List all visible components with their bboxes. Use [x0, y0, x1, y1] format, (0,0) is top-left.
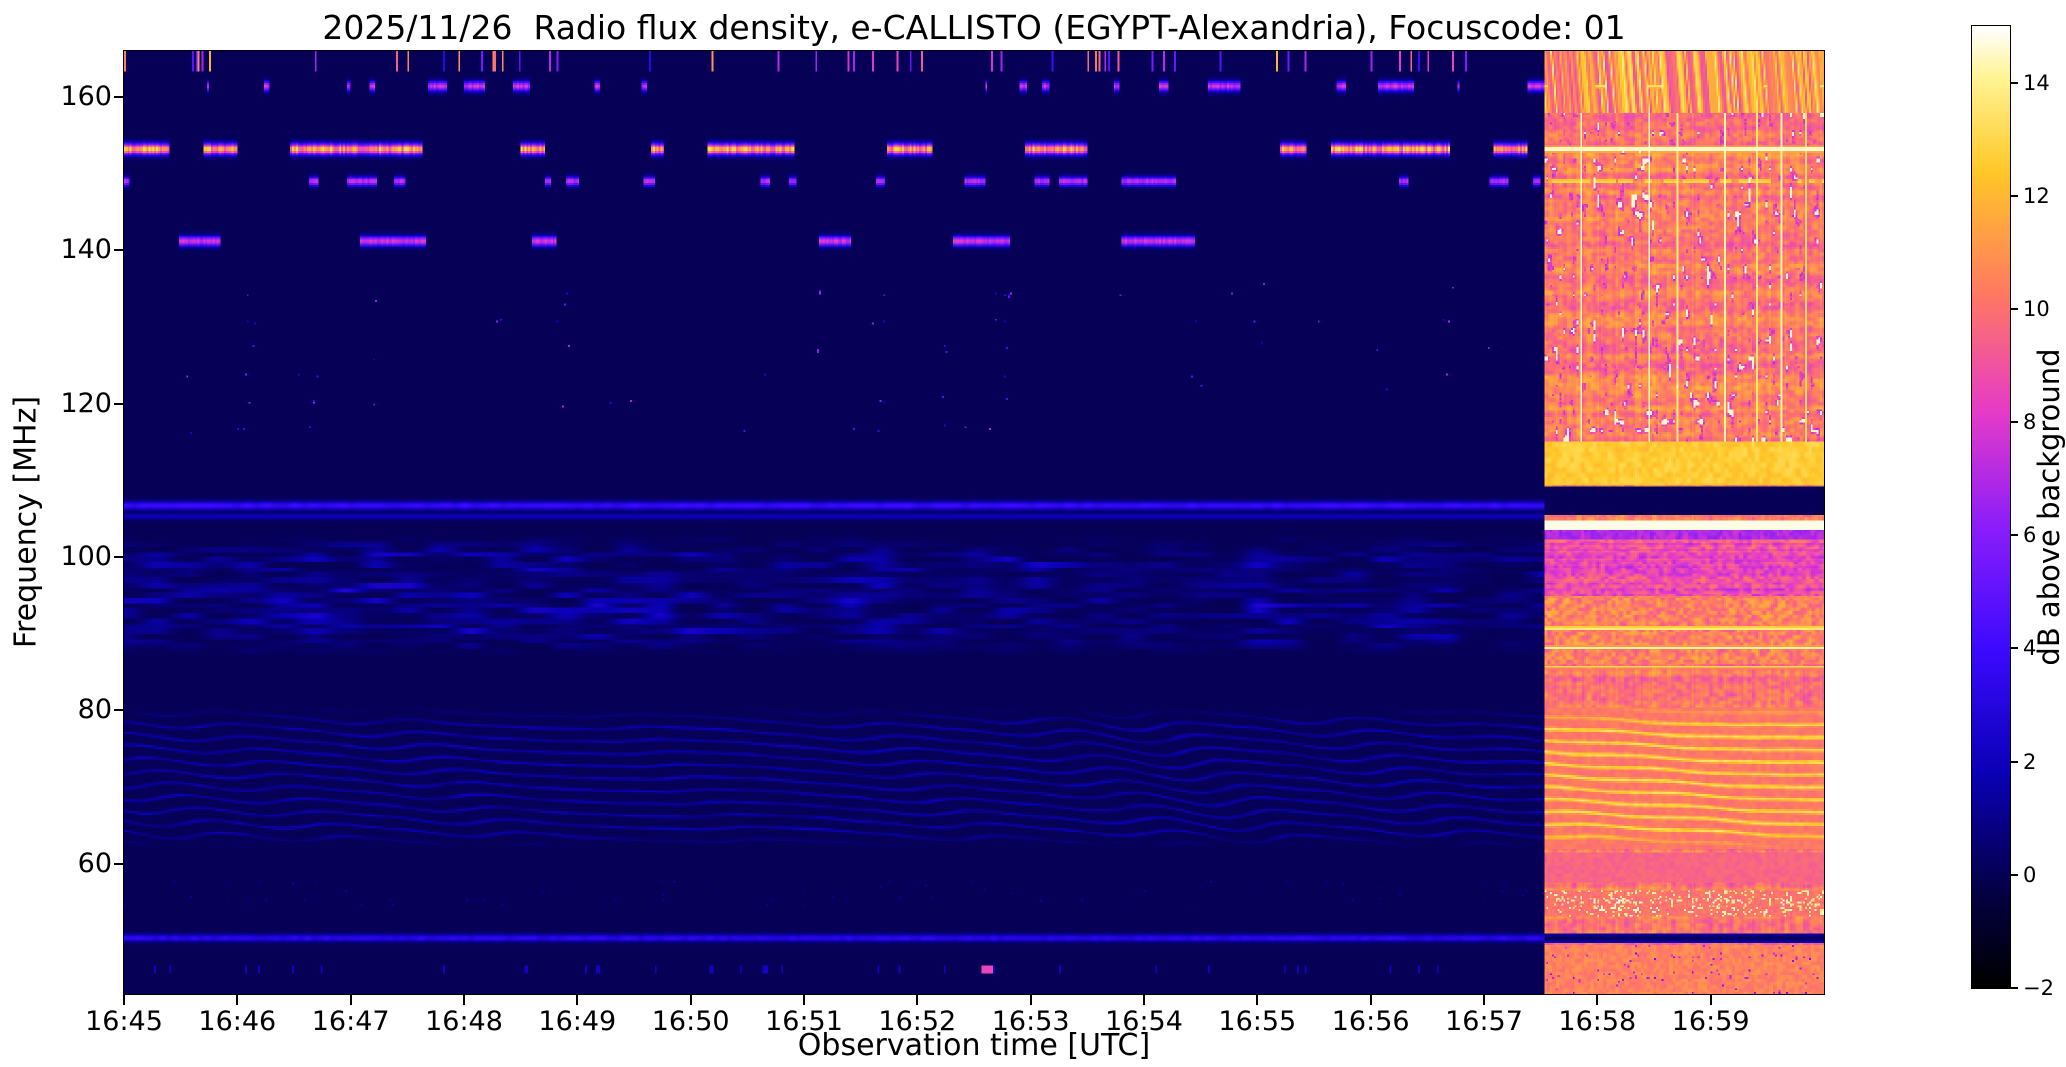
- x-tick-label: 16:57: [1445, 1006, 1523, 1037]
- colorbar-tick-mark: [2010, 421, 2018, 424]
- colorbar-tick-mark: [2010, 194, 2018, 197]
- spectrogram-canvas: [124, 51, 1824, 994]
- y-tick-mark: [114, 709, 124, 712]
- x-tick-mark: [576, 995, 579, 1005]
- x-tick-mark: [463, 995, 465, 1005]
- x-tick-mark: [916, 995, 919, 1005]
- x-tick-mark: [1029, 995, 1032, 1005]
- x-tick-label: 16:51: [765, 1006, 843, 1037]
- spectrogram-plot: [123, 50, 1825, 995]
- x-tick-label: 16:53: [991, 1006, 1070, 1037]
- y-tick-mark: [114, 96, 124, 98]
- x-tick-mark: [123, 995, 125, 1005]
- x-axis-label: Observation time [UTC]: [797, 1028, 1151, 1063]
- colorbar-tick-label: 12: [2023, 183, 2050, 208]
- y-tick-label: 120: [60, 387, 112, 419]
- x-tick-label: 16:49: [538, 1006, 617, 1037]
- y-tick-label: 80: [77, 694, 112, 726]
- y-tick-label: 60: [77, 847, 112, 879]
- x-tick-mark: [349, 995, 352, 1005]
- x-tick-label: 16:46: [198, 1006, 277, 1037]
- x-tick-mark: [689, 995, 692, 1005]
- chart-title: 2025/11/26 Radio flux density, e-CALLIST…: [322, 8, 1626, 47]
- x-tick-label: 16:48: [425, 1006, 503, 1037]
- colorbar-tick-mark: [2010, 307, 2018, 310]
- x-tick-mark: [1709, 995, 1712, 1005]
- x-tick-label: 16:59: [1671, 1006, 1750, 1037]
- x-tick-label: 16:47: [311, 1006, 390, 1037]
- x-tick-mark: [803, 995, 805, 1005]
- x-tick-label: 16:52: [878, 1006, 957, 1037]
- y-axis-label: Frequency [MHz]: [8, 395, 44, 649]
- colorbar-label: dB above background: [2032, 348, 2066, 666]
- x-tick-label: 16:55: [1218, 1006, 1297, 1037]
- colorbar-tick-mark: [2010, 534, 2018, 537]
- x-tick-label: 16:50: [651, 1006, 730, 1037]
- colorbar: [1971, 25, 2011, 989]
- colorbar-canvas: [1972, 26, 2010, 988]
- colorbar-tick-label: 8: [2023, 410, 2037, 435]
- colorbar-tick-label: 2: [2023, 749, 2037, 774]
- x-tick-mark: [236, 995, 239, 1005]
- x-tick-label: 16:58: [1558, 1006, 1637, 1037]
- x-tick-label: 16:54: [1105, 1006, 1183, 1037]
- colorbar-tick-label: −2: [2023, 976, 2054, 1000]
- y-tick-label: 140: [60, 234, 112, 266]
- y-tick-label: 100: [60, 541, 112, 572]
- x-tick-mark: [1256, 995, 1259, 1005]
- y-tick-mark: [114, 402, 124, 405]
- y-tick-label: 160: [60, 81, 112, 112]
- colorbar-tick-mark: [2010, 647, 2018, 650]
- x-tick-mark: [1143, 995, 1145, 1005]
- x-tick-mark: [1483, 995, 1485, 1005]
- colorbar-tick-mark: [2010, 987, 2018, 989]
- colorbar-tick-label: 4: [2023, 636, 2037, 661]
- colorbar-tick-label: 14: [2023, 70, 2050, 95]
- colorbar-tick-mark: [2010, 81, 2018, 84]
- colorbar-tick-label: 10: [2023, 296, 2050, 321]
- x-tick-label: 16:56: [1331, 1006, 1410, 1037]
- y-tick-mark: [114, 862, 124, 865]
- colorbar-tick-label: 6: [2023, 523, 2037, 548]
- x-tick-label: 16:45: [85, 1006, 163, 1037]
- y-tick-mark: [114, 556, 124, 558]
- colorbar-tick-label: 0: [2023, 862, 2037, 887]
- y-tick-mark: [114, 249, 124, 252]
- colorbar-tick-mark: [2010, 873, 2018, 876]
- colorbar-tick-mark: [2010, 760, 2018, 763]
- x-tick-mark: [1596, 995, 1599, 1005]
- x-tick-mark: [1369, 995, 1372, 1005]
